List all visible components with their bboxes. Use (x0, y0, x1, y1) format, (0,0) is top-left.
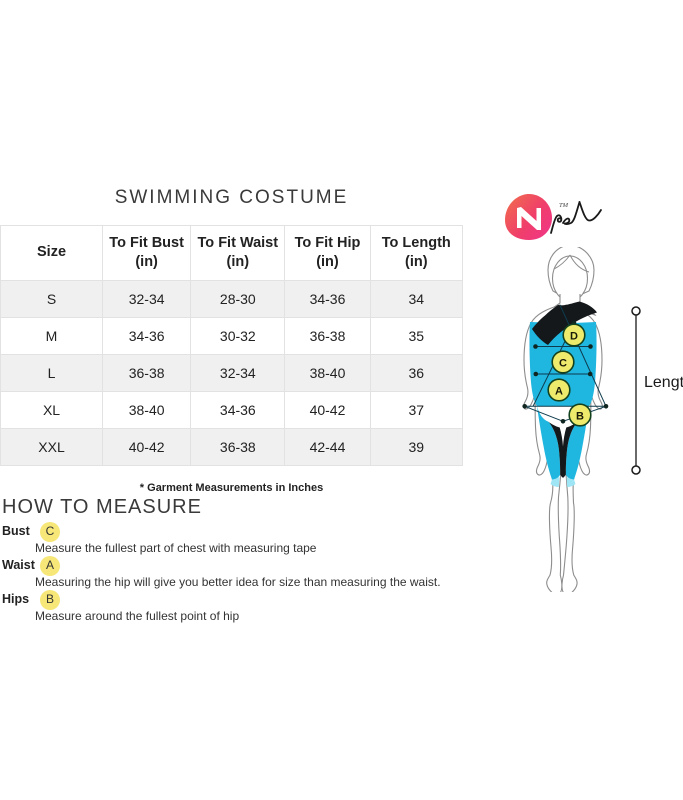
svg-text:C: C (559, 357, 567, 369)
svg-text:D: D (570, 330, 578, 342)
svg-text:A: A (555, 385, 563, 397)
svg-text:B: B (576, 410, 584, 422)
svg-text:TM: TM (559, 202, 569, 209)
